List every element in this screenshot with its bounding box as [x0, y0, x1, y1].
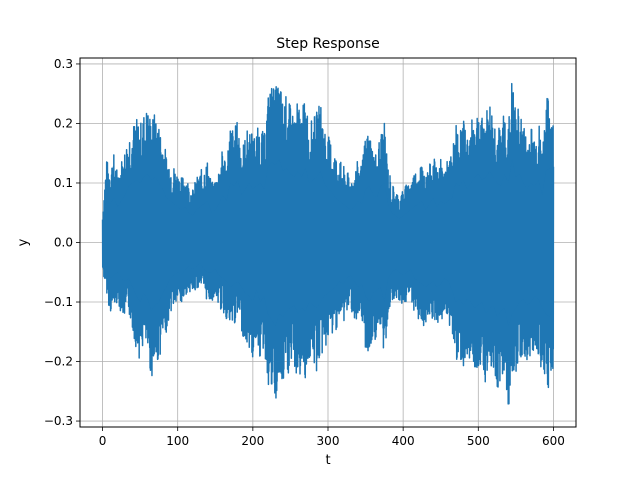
x-tick-label: 300	[317, 434, 340, 448]
series-core-fill	[102, 159, 554, 326]
chart-title: Step Response	[276, 36, 380, 52]
x-axis-ticks: 0 100 200 300 400 500 600	[99, 427, 565, 448]
y-tick-label: 0.3	[54, 57, 73, 71]
y-tick-label: 0.1	[54, 176, 73, 190]
y-axis-label: y	[16, 238, 31, 246]
x-tick-label: 500	[467, 434, 490, 448]
x-tick-label: 200	[241, 434, 264, 448]
x-tick-label: 100	[166, 434, 189, 448]
y-tick-label: −0.2	[44, 355, 73, 369]
x-tick-label: 0	[99, 434, 107, 448]
series-line	[101, 82, 555, 405]
x-axis-label: t	[325, 453, 330, 468]
y-tick-label: 0.2	[54, 116, 73, 130]
series-trace	[101, 82, 555, 405]
x-tick-label: 400	[392, 434, 415, 448]
y-tick-label: −0.1	[44, 295, 73, 309]
y-tick-label: 0.0	[54, 236, 73, 250]
y-tick-label: −0.3	[44, 414, 73, 428]
x-tick-label: 600	[542, 434, 565, 448]
y-axis-ticks: −0.3 −0.2 −0.1 0.0 0.1 0.2 0.3	[44, 57, 80, 428]
